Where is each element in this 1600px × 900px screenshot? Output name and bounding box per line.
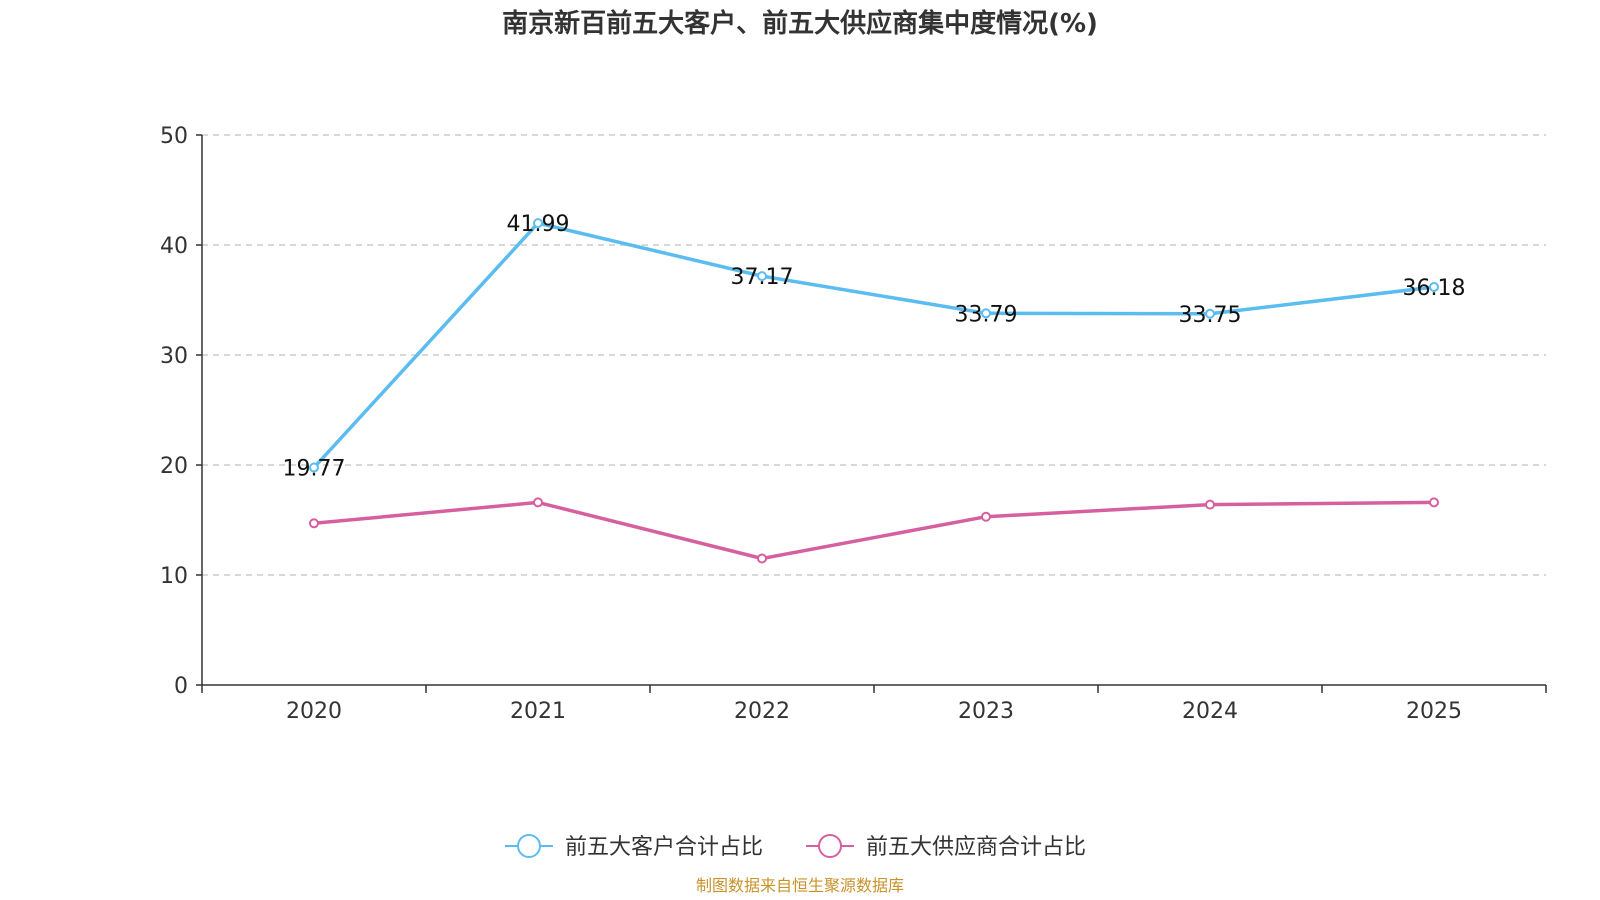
series-line-2: [313, 500, 1435, 561]
data-point[interactable]: [981, 511, 991, 522]
data-label: 41.99: [507, 212, 570, 237]
data-point[interactable]: [757, 271, 767, 282]
legend-item-1[interactable]: 前五大客户合计占比: [505, 834, 763, 860]
data-label: 33.75: [1179, 303, 1242, 328]
data-point[interactable]: [309, 462, 319, 473]
data-label: 19.77: [283, 457, 346, 482]
data-labels: 19.77 41.99 37.17 33.79 33.75 36.18: [283, 212, 1466, 481]
chart-title: 南京新百前五大客户、前五大供应商集中度情况(%): [502, 8, 1098, 39]
data-label: 33.79: [955, 302, 1018, 327]
axes: 0 10 20 30 40 50 2020 2021 2022 2023 2024 2025: [160, 124, 1547, 724]
y-tick-label: 50: [160, 124, 188, 149]
y-tick-label: 0: [174, 674, 188, 699]
data-point[interactable]: [1429, 282, 1439, 293]
source-note: 制图数据来自恒生聚源数据库: [696, 876, 904, 895]
data-point[interactable]: [533, 218, 543, 229]
data-point[interactable]: [533, 497, 543, 508]
legend-marker-icon: [818, 834, 842, 858]
x-tick-label: 2025: [1406, 699, 1462, 724]
legend-label: 前五大客户合计占比: [565, 835, 763, 860]
data-label: 36.18: [1403, 276, 1466, 301]
legend-item-2[interactable]: 前五大供应商合计占比: [806, 834, 1086, 860]
grid-lines: [202, 134, 1546, 576]
data-point[interactable]: [757, 553, 767, 564]
series-line-1: [312, 221, 1435, 469]
data-point[interactable]: [981, 308, 991, 319]
series-lines: [309, 218, 1439, 564]
y-tick-label: 10: [160, 564, 188, 589]
y-tick-label: 20: [160, 454, 188, 479]
legend[interactable]: 前五大客户合计占比 前五大供应商合计占比: [505, 834, 1086, 860]
data-point[interactable]: [1205, 499, 1215, 510]
x-tick-label: 2021: [510, 699, 566, 724]
x-tick-label: 2024: [1182, 699, 1238, 724]
legend-marker-icon: [517, 834, 541, 858]
data-label: 37.17: [731, 265, 794, 290]
y-tick-label: 40: [160, 234, 188, 259]
data-point[interactable]: [1429, 497, 1439, 508]
legend-label: 前五大供应商合计占比: [866, 835, 1086, 860]
data-point[interactable]: [309, 518, 319, 529]
y-tick-label: 30: [160, 344, 188, 369]
x-tick-label: 2022: [734, 699, 790, 724]
x-tick-label: 2023: [958, 699, 1014, 724]
data-point[interactable]: [1205, 308, 1215, 319]
x-tick-label: 2020: [286, 699, 342, 724]
